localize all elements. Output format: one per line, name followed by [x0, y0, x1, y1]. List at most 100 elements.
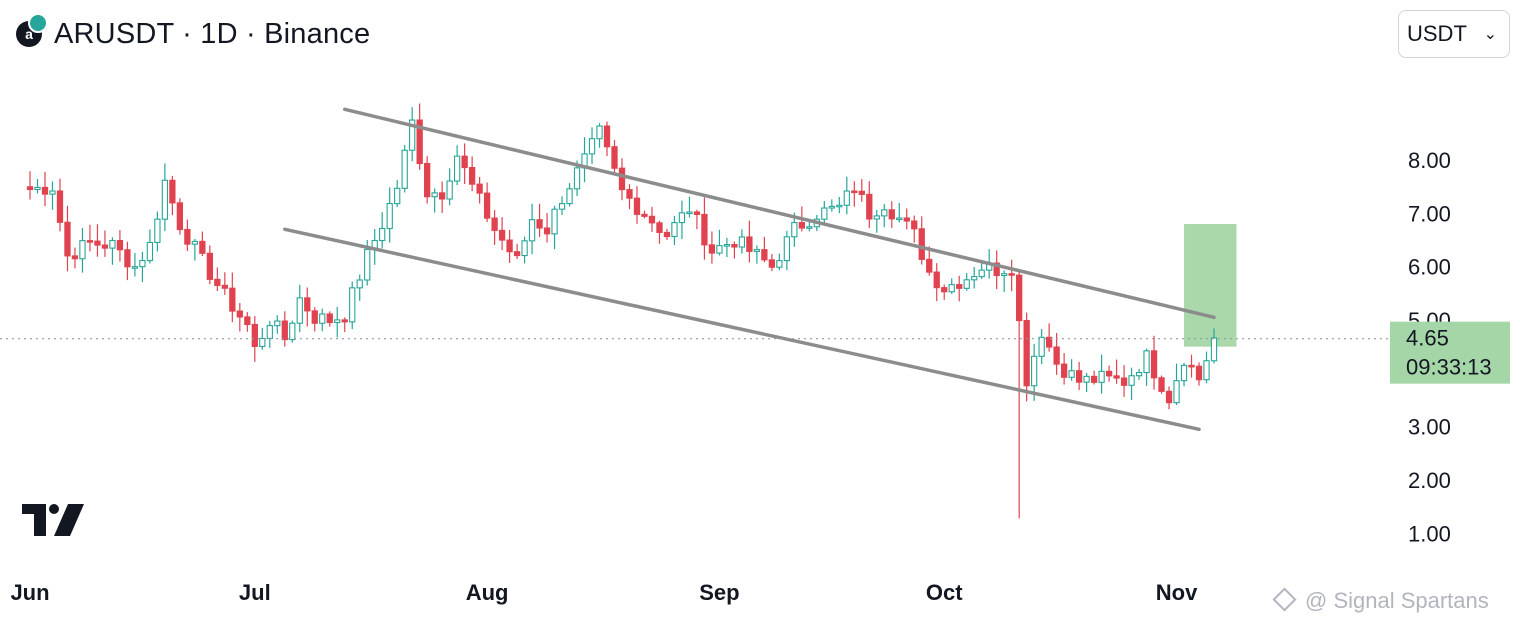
candle-down — [221, 284, 228, 289]
candle-down — [341, 319, 348, 323]
candle-up — [259, 337, 266, 347]
candle-up — [296, 297, 303, 324]
currency-selector[interactable]: USDT ⌄ — [1398, 10, 1510, 58]
x-tick-label: Jul — [239, 580, 271, 605]
candle-up — [49, 190, 56, 195]
candle-down — [64, 221, 71, 257]
candle-up — [573, 167, 581, 190]
candle-up — [109, 239, 116, 249]
candle-down — [124, 249, 131, 268]
candle-down — [693, 211, 701, 215]
y-tick-label: 3.00 — [1408, 415, 1451, 440]
candle-down — [618, 167, 626, 191]
candle-up — [349, 287, 356, 323]
candle-up — [1098, 370, 1105, 383]
x-tick-label: Aug — [466, 580, 509, 605]
y-tick-label: 2.00 — [1408, 468, 1451, 493]
candle-up — [551, 208, 558, 235]
candle-down — [1120, 377, 1128, 386]
candle-down — [498, 229, 506, 241]
candle-down — [1075, 370, 1083, 383]
candle-down — [633, 197, 641, 215]
candle-down — [311, 310, 318, 324]
exchange-logo-icon: a — [16, 13, 48, 47]
candle-up — [828, 205, 835, 209]
candle-up — [274, 320, 281, 327]
candle-down — [244, 316, 251, 326]
candle-down — [281, 320, 288, 341]
candle-up — [528, 219, 536, 242]
candle-down — [1060, 363, 1068, 378]
candle-down — [1090, 375, 1098, 383]
candle-down — [1165, 390, 1173, 404]
candle-down — [26, 186, 34, 191]
candle-down — [1150, 350, 1158, 379]
candle-up — [678, 212, 686, 224]
candle-up — [753, 249, 761, 252]
candle-up — [971, 276, 978, 281]
y-tick-label: 1.00 — [1408, 521, 1451, 546]
candle-up — [1068, 370, 1075, 378]
candle-up — [1038, 336, 1045, 357]
candles — [26, 103, 1218, 519]
candle-down — [41, 186, 49, 195]
candle-down — [251, 323, 258, 347]
candle-up — [596, 125, 603, 140]
candle-down — [56, 190, 64, 223]
candle-down — [1105, 370, 1113, 377]
candle-up — [1135, 371, 1143, 377]
channel-upper-line — [342, 107, 1216, 320]
candle-down — [86, 240, 94, 243]
candle-up — [566, 188, 573, 205]
candle-up — [139, 259, 146, 268]
candle-up — [446, 180, 453, 200]
candle-down — [941, 287, 948, 293]
candle-up — [978, 269, 985, 278]
watermark-diamond-icon — [1272, 587, 1297, 612]
candle-down — [731, 244, 738, 248]
candle-down — [206, 252, 213, 280]
candle-down — [1008, 273, 1015, 276]
candle-down — [94, 240, 101, 246]
candle-up — [161, 179, 169, 220]
candle-down — [424, 162, 431, 198]
x-tick-label: Sep — [699, 580, 739, 605]
candle-down — [663, 231, 671, 238]
y-tick-label: 8.00 — [1408, 148, 1451, 173]
candle-up — [401, 149, 408, 189]
candle-down — [1016, 274, 1023, 322]
candle-down — [933, 271, 940, 289]
candle-down — [1158, 377, 1165, 392]
candle-up — [319, 313, 326, 324]
candle-down — [1023, 320, 1030, 387]
candle-down — [439, 192, 446, 200]
candle-down — [858, 190, 865, 195]
candle-up — [558, 203, 566, 210]
candle-down — [71, 255, 79, 260]
candle-up — [716, 245, 723, 254]
candle-up — [671, 222, 678, 238]
candle-up — [379, 227, 386, 242]
candle-down — [169, 179, 176, 204]
candle-down — [993, 262, 1000, 277]
candle-down — [476, 183, 483, 194]
candle-up — [783, 236, 791, 262]
candle-down — [326, 313, 333, 324]
countdown-text: 09:33:13 — [1406, 355, 1492, 380]
tradingview-logo-icon[interactable] — [22, 504, 84, 541]
candle-down — [851, 190, 858, 194]
candle-down — [761, 249, 768, 261]
candle-down — [641, 213, 648, 217]
candle-up — [1001, 273, 1008, 277]
candle-up — [364, 248, 371, 281]
candle-down — [1113, 375, 1120, 379]
candle-up — [34, 186, 41, 191]
candle-up — [394, 187, 401, 205]
candle-up — [896, 217, 903, 221]
candle-up — [131, 266, 139, 269]
candle-down — [101, 244, 109, 249]
candle-up — [154, 218, 161, 243]
candle-down — [911, 220, 918, 230]
candle-up — [738, 236, 746, 248]
